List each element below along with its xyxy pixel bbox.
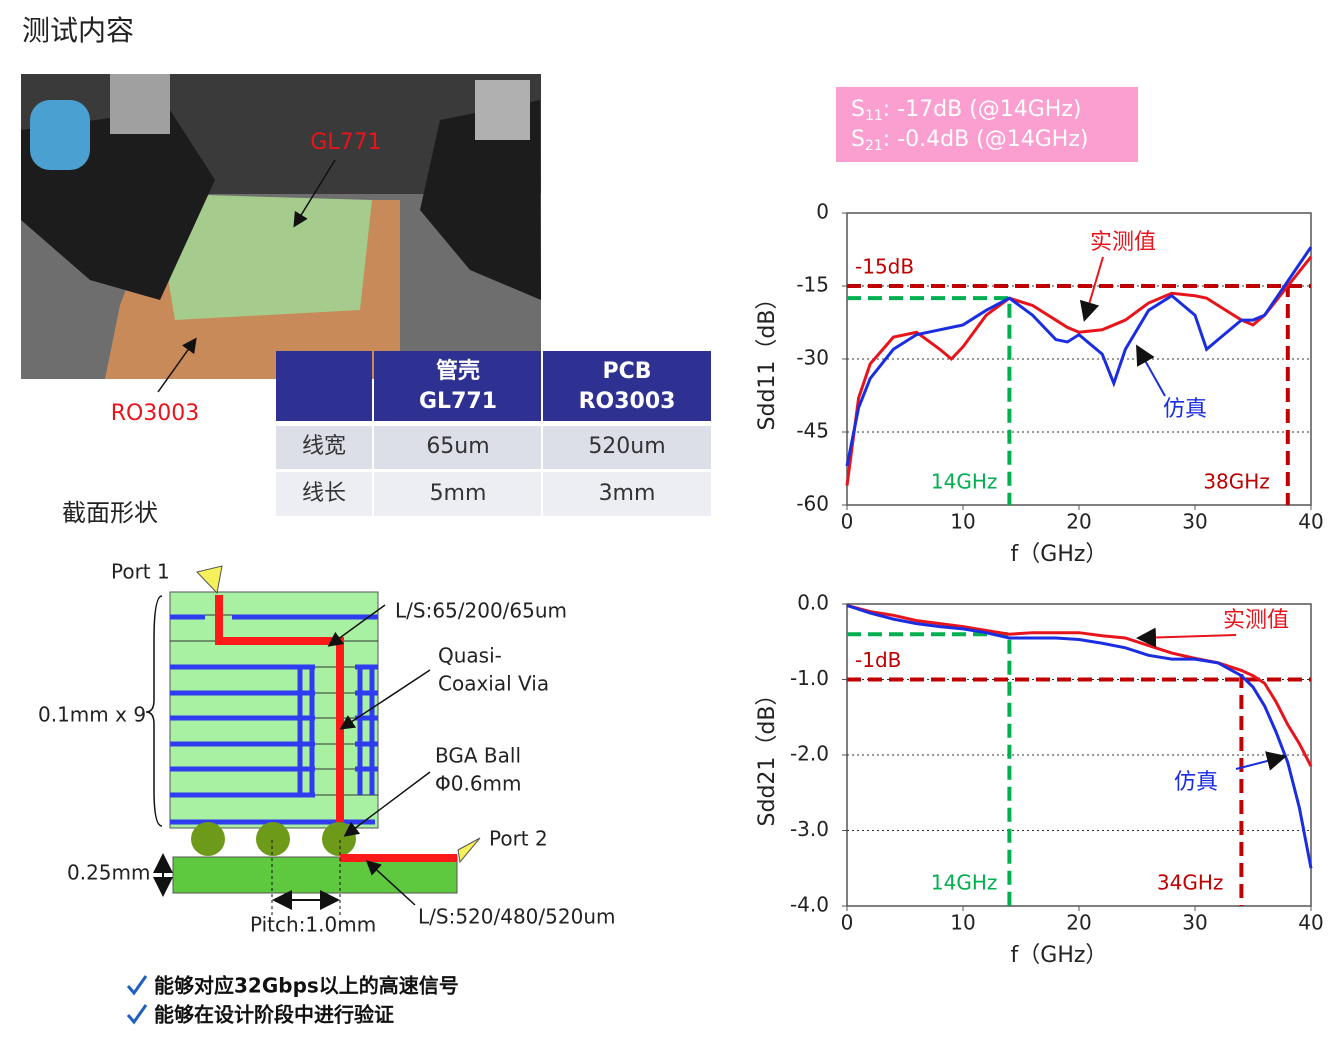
y-tick-label: -1.0 (790, 666, 829, 690)
y-tick-label: 0.0 (797, 591, 829, 615)
y-tick-label: -4.0 (790, 893, 829, 917)
dimension-label: 0.1mm x 9 (38, 703, 146, 727)
annotation: Φ0.6mm (435, 772, 522, 796)
port-label: Port 1 (111, 560, 170, 584)
table-cell: 线长 (302, 481, 346, 506)
reference-label: 14GHz (931, 470, 997, 494)
x-tick-label: 20 (1066, 510, 1091, 534)
callout-text: : -0.4dB (@14GHz) (883, 127, 1089, 152)
x-tick-label: 0 (841, 911, 854, 935)
series-label-arrow (1136, 627, 1237, 648)
callout-box (836, 87, 1138, 162)
check-icon (126, 1004, 148, 1025)
series-label: 仿真 (1163, 397, 1207, 422)
y-tick-label: -30 (796, 346, 829, 370)
table-cell: 3mm (599, 481, 656, 506)
annotation: L/S:520/480/520um (418, 905, 615, 929)
reference-label: 34GHz (1157, 871, 1223, 895)
table-cell: 520um (588, 434, 665, 459)
reference-label: 38GHz (1203, 470, 1269, 494)
series-line (845, 255, 1313, 486)
table-cell: 5mm (430, 481, 487, 506)
table-cell: 线宽 (302, 434, 346, 459)
reference-label: -15dB (855, 255, 914, 279)
table-header: GL771 (419, 389, 497, 414)
cross-section-diagram (145, 565, 481, 915)
table-header: 管壳 (436, 358, 480, 384)
photo-label: GL771 (310, 130, 381, 155)
table-header: PCB (602, 359, 651, 384)
arrow (157, 337, 197, 393)
reference-line (847, 296, 1012, 505)
series-line (845, 246, 1313, 467)
dimension-label: 0.25mm (67, 861, 151, 885)
section-title: 截面形状 (62, 499, 158, 527)
bullet: 能够在设计阶段中进行验证 (154, 1003, 394, 1027)
y-tick-label: -15 (796, 273, 829, 297)
annotation: L/S:65/200/65um (395, 599, 567, 623)
dimension-label: Pitch:1.0mm (250, 913, 376, 937)
check-icon (126, 975, 148, 996)
series-label-arrow (1136, 344, 1166, 397)
table-header: RO3003 (579, 389, 676, 414)
bullet: 能够对应32Gbps以上的高速信号 (154, 974, 459, 998)
series-label-arrow (1079, 256, 1104, 322)
y-tick-label: 0 (816, 200, 829, 224)
x-tick-label: 0 (841, 510, 854, 534)
x-tick-label: 20 (1066, 911, 1091, 935)
series-label: 实测值 (1223, 608, 1289, 633)
y-tick-label: -60 (796, 492, 829, 516)
photo-label: RO3003 (111, 401, 200, 426)
y-axis-label: Sdd21（dB） (755, 684, 780, 827)
y-tick-label: -3.0 (790, 817, 829, 841)
annotation: Quasi- (438, 644, 502, 668)
x-tick-label: 10 (950, 510, 975, 534)
y-tick-label: -45 (796, 419, 829, 443)
x-tick-label: 40 (1298, 510, 1323, 534)
arrow (293, 159, 336, 228)
table-cell: 65um (426, 434, 489, 459)
x-tick-label: 30 (1182, 510, 1207, 534)
series-label: 实测值 (1090, 230, 1156, 255)
y-tick-label: -2.0 (790, 742, 829, 766)
x-tick-label: 30 (1182, 911, 1207, 935)
reference-label: -1dB (855, 648, 901, 672)
series-line (846, 604, 1313, 869)
annotation: Coaxial Via (438, 672, 549, 696)
callout-subscript: 21 (865, 138, 883, 154)
x-tick-label: 40 (1298, 911, 1323, 935)
x-axis-label: f（GHz） (1011, 943, 1108, 968)
page-title: 测试内容 (22, 14, 134, 47)
reference-line (847, 632, 1012, 906)
annotation: BGA Ball (435, 744, 521, 768)
y-axis-label: Sdd11（dB） (755, 288, 780, 431)
callout-text: S21: -0.4dB (@14GHz) (851, 127, 1088, 154)
series-label-arrow (1235, 751, 1287, 771)
x-axis-label: f（GHz） (1011, 542, 1108, 567)
callout-symbol: S (851, 127, 865, 152)
callout-symbol: S (851, 97, 865, 122)
photo (21, 74, 541, 379)
callout-subscript: 11 (865, 108, 883, 124)
port-label: Port 2 (489, 827, 548, 851)
series-line (846, 604, 1313, 768)
series-label: 仿真 (1174, 770, 1218, 795)
table (276, 351, 711, 516)
callout-text: : -17dB (@14GHz) (883, 97, 1082, 122)
x-tick-label: 10 (950, 911, 975, 935)
reference-label: 14GHz (931, 871, 997, 895)
callout-text: S11: -17dB (@14GHz) (851, 97, 1081, 124)
